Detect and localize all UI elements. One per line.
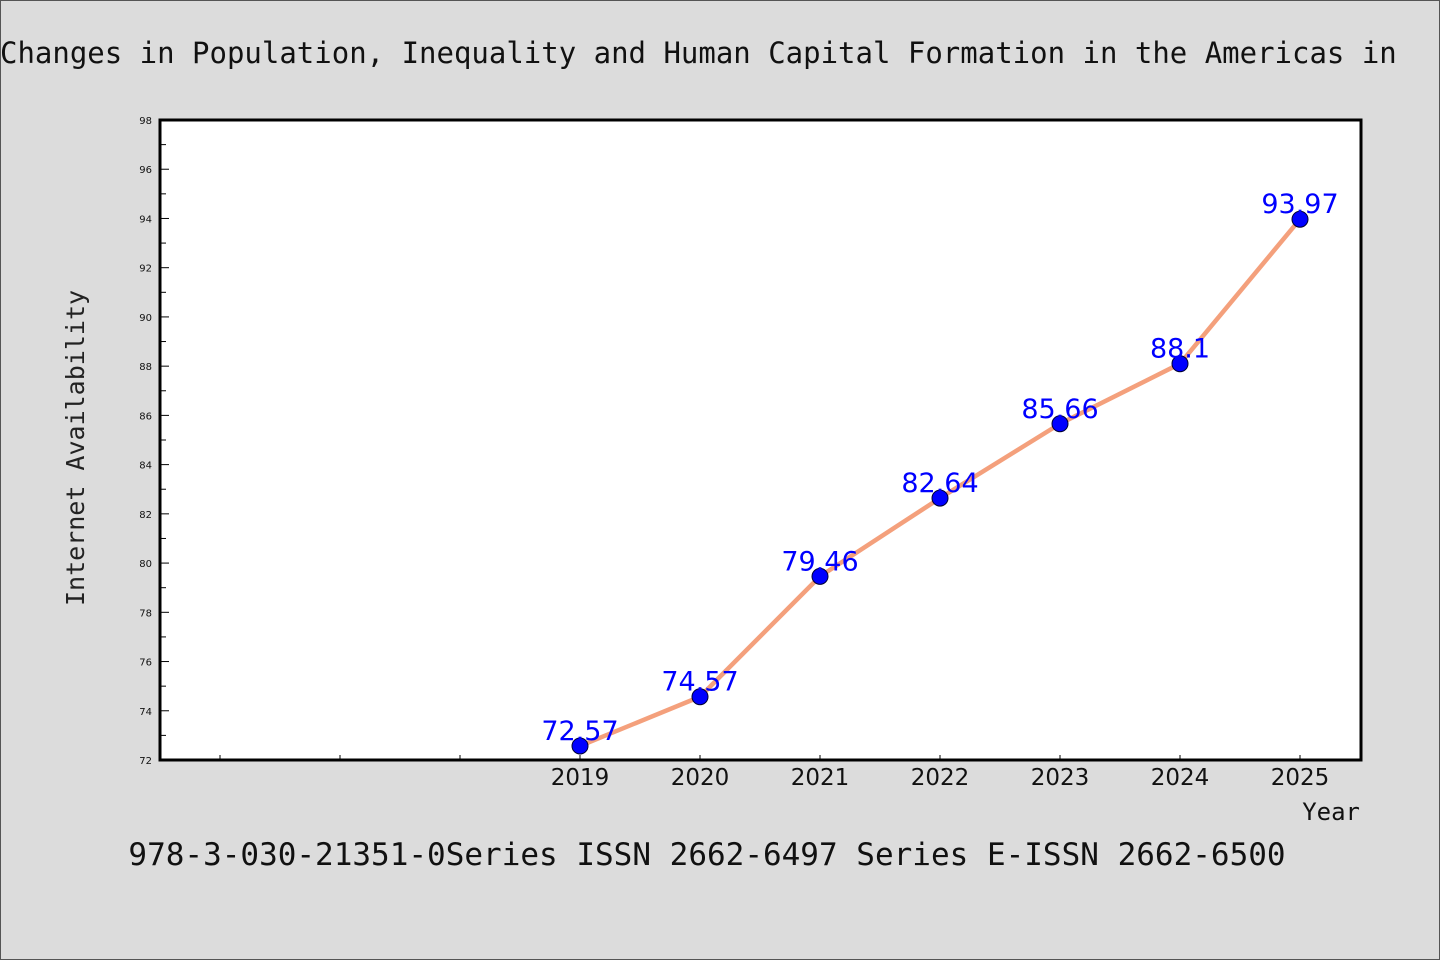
y-tick-label: 92 bbox=[139, 264, 152, 275]
data-label: 82.64 bbox=[901, 468, 978, 499]
y-tick-label: 94 bbox=[139, 214, 152, 225]
data-label: 88.1 bbox=[1150, 334, 1210, 365]
y-tick-label: 90 bbox=[139, 313, 152, 324]
y-tick-label: 86 bbox=[139, 411, 152, 422]
x-tick-label: 2025 bbox=[1271, 765, 1330, 791]
series-group: 72.57 74.57 79.46 82.64 85.66 88.1 93.97 bbox=[541, 189, 1339, 755]
data-label: 93.97 bbox=[1261, 189, 1338, 220]
plot-area bbox=[158, 118, 1363, 762]
x-tick-label: 2021 bbox=[791, 765, 850, 791]
x-tick-label: 2019 bbox=[551, 765, 610, 791]
y-tick-label: 78 bbox=[139, 608, 152, 619]
x-tick-label: 2023 bbox=[1031, 765, 1090, 791]
data-label: 72.57 bbox=[541, 716, 618, 747]
y-tick-label: 76 bbox=[139, 658, 152, 669]
x-tick-label: 2022 bbox=[911, 765, 970, 791]
data-point bbox=[931, 489, 949, 507]
x-axis: 2019 2020 2021 2022 2023 2024 2025 bbox=[219, 755, 1330, 791]
x-axis-label: Year bbox=[1302, 798, 1360, 826]
y-tick-label: 80 bbox=[139, 559, 152, 570]
chart-title: Changes in Population, Inequality and Hu… bbox=[0, 36, 1397, 70]
y-tick-label: 98 bbox=[139, 116, 152, 127]
data-point bbox=[1171, 355, 1189, 373]
data-label: 85.66 bbox=[1021, 394, 1098, 425]
data-point bbox=[571, 737, 589, 755]
footer-isbn-text: 978-3-030-21351-0Series ISSN 2662-6497 S… bbox=[128, 837, 1285, 873]
y-axis: 72 74 76 78 80 82 84 86 88 90 92 94 96 98 bbox=[139, 116, 169, 767]
data-point bbox=[1051, 415, 1069, 433]
y-tick-label: 72 bbox=[139, 756, 152, 767]
y-axis-label: Internet Availability bbox=[61, 290, 90, 606]
x-tick-label: 2020 bbox=[671, 765, 730, 791]
data-label: 74.57 bbox=[661, 667, 738, 698]
x-tick-label: 2024 bbox=[1151, 765, 1210, 791]
y-tick-label: 82 bbox=[139, 510, 152, 521]
y-tick-label: 88 bbox=[139, 362, 152, 373]
data-point bbox=[691, 688, 709, 706]
data-point bbox=[1291, 210, 1309, 228]
y-tick-label: 96 bbox=[139, 165, 152, 176]
data-point bbox=[811, 567, 829, 585]
data-label: 79.46 bbox=[781, 546, 858, 577]
y-tick-label: 84 bbox=[139, 461, 152, 472]
y-tick-label: 74 bbox=[139, 707, 152, 718]
